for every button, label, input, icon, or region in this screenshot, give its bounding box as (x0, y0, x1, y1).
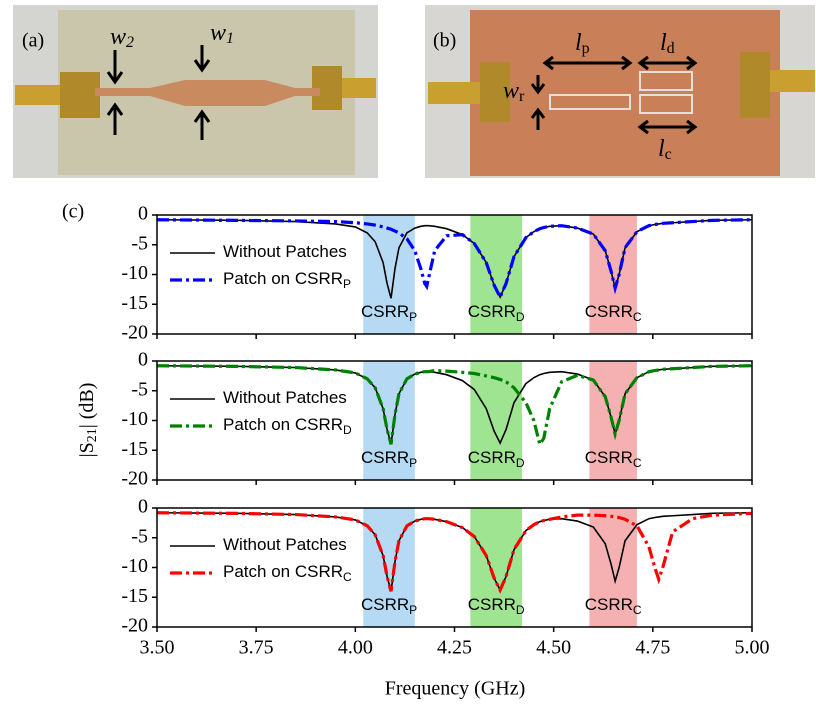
legend-label: Patch on CSRRC (223, 562, 352, 584)
legend-label: Without Patches (223, 242, 347, 261)
legend-label: Patch on CSRRP (223, 269, 351, 291)
y-tick-label: -20 (121, 615, 148, 637)
y-axis-label: |S21| (dB) (76, 383, 101, 458)
connector (60, 72, 100, 118)
legend-label: Without Patches (223, 535, 347, 554)
y-tick-label: -15 (121, 585, 148, 607)
y-tick-label: -10 (121, 408, 148, 430)
x-tick-label: 4.75 (635, 637, 670, 659)
panel-label: (a) (22, 30, 44, 52)
connector (15, 85, 65, 105)
band-label: CSRRP (361, 302, 417, 324)
figure: (a) w2 w1 (b) lp ld wr lc (c) Frequency … (0, 0, 816, 704)
x-tick-label: 5.00 (735, 637, 770, 659)
y-tick-label: -10 (121, 262, 148, 284)
y-tick-label: -5 (131, 525, 148, 547)
y-tick-label: -5 (131, 378, 148, 400)
legend-label: Without Patches (223, 388, 347, 407)
connector (740, 52, 770, 118)
y-tick-label: 0 (138, 203, 148, 225)
y-tick-label: -10 (121, 555, 148, 577)
photo-b: (b) lp ld wr lc (425, 5, 815, 178)
band-label: CSRRP (361, 448, 417, 470)
x-tick-label: 3.50 (140, 637, 175, 659)
x-tick-label: 4.50 (536, 637, 571, 659)
band-label: CSRRP (361, 595, 417, 617)
photo-a: (a) w2 w1 (13, 5, 378, 178)
y-tick-label: 0 (138, 496, 148, 518)
legend-label: Patch on CSRRD (223, 415, 352, 437)
panel-label: (b) (433, 30, 456, 52)
y-tick-label: -20 (121, 468, 148, 490)
y-tick-label: -15 (121, 438, 148, 460)
y-tick-label: -20 (121, 322, 148, 344)
x-axis-label: Frequency (GHz) (385, 678, 526, 700)
connector (428, 82, 483, 104)
y-tick-label: -5 (131, 232, 148, 254)
x-tick-label: 4.00 (338, 637, 373, 659)
y-tick-label: 0 (138, 349, 148, 371)
x-tick-label: 4.25 (437, 637, 472, 659)
connector (765, 70, 815, 92)
x-tick-label: 3.75 (239, 637, 274, 659)
panel-label: (c) (62, 201, 84, 223)
y-tick-label: -15 (121, 292, 148, 314)
